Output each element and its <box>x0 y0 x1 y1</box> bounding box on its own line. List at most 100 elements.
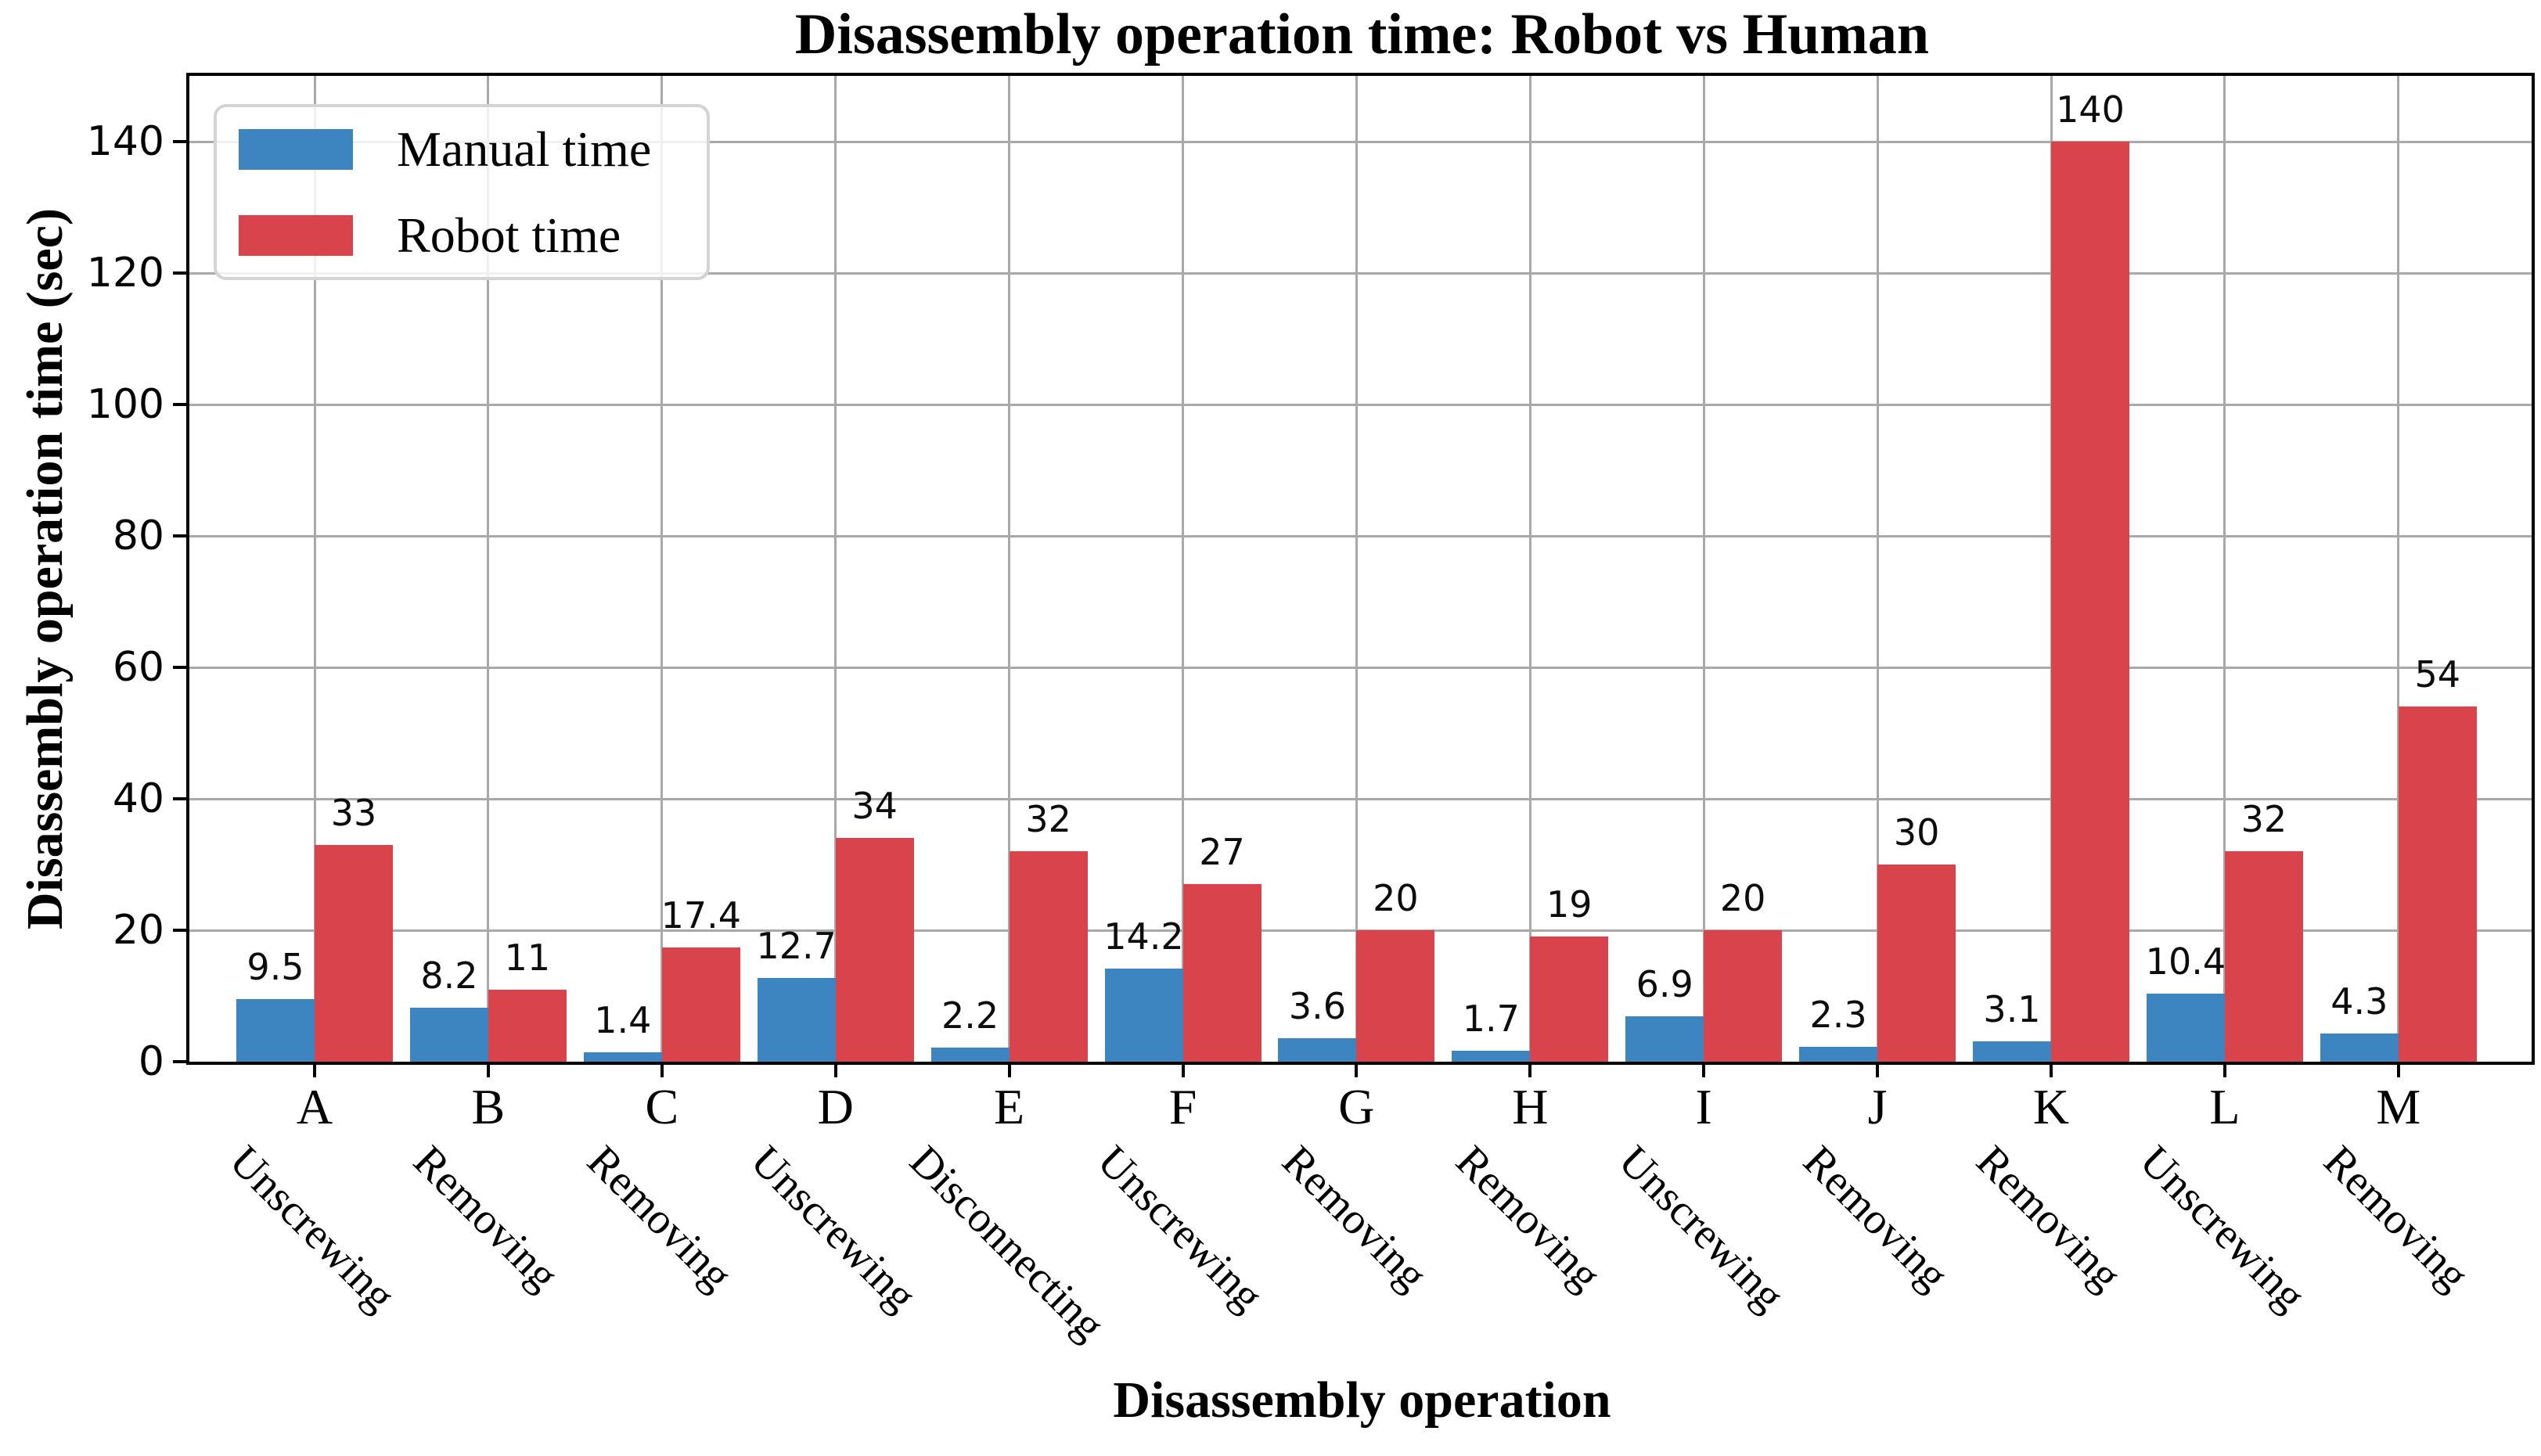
bar-value-label: 3.1 <box>1983 987 2041 1030</box>
bar-value-label: 19 <box>1546 883 1593 926</box>
x-tick-label: M <box>2376 1079 2421 1134</box>
y-axis-tick <box>173 140 186 143</box>
bar-value-label: 30 <box>1893 811 1940 854</box>
y-tick-label: 120 <box>86 250 164 297</box>
x-tick-label: B <box>471 1079 506 1134</box>
manual-time-bar <box>1104 968 1183 1062</box>
x-tick-label: A <box>296 1079 333 1134</box>
operation-label: Removing <box>1446 1136 1610 1300</box>
y-axis-tick <box>173 929 186 932</box>
x-tick-label: H <box>1512 1079 1549 1134</box>
robot-time-bar <box>1530 937 1609 1062</box>
x-axis-tick <box>313 1065 316 1077</box>
manual-time-bar <box>930 1047 1010 1062</box>
x-axis-tick <box>1702 1065 1706 1077</box>
operation-label: Unscrewing <box>741 1136 926 1321</box>
robot-time-bar <box>2224 851 2303 1062</box>
operation-label: Removing <box>578 1136 742 1300</box>
operation-label: Unscrewing <box>2130 1136 2315 1321</box>
x-gridline <box>660 76 664 1062</box>
bar-value-label: 54 <box>2414 653 2461 696</box>
bar-value-label: 140 <box>2056 88 2125 131</box>
manual-time-bar <box>409 1008 488 1062</box>
y-tick-label: 20 <box>112 907 164 954</box>
y-axis-tick <box>173 797 186 800</box>
x-gridline <box>2397 76 2400 1062</box>
y-tick-label: 40 <box>112 775 164 822</box>
bar-value-label: 1.7 <box>1462 997 1520 1040</box>
x-gridline <box>2223 76 2226 1062</box>
operation-label: Removing <box>404 1136 568 1300</box>
y-gridline <box>189 666 2532 669</box>
robot-time-bar <box>315 844 393 1062</box>
robot-time-bar <box>488 989 567 1062</box>
operation-label: Removing <box>1793 1136 1957 1300</box>
robot-time-swatch-icon <box>239 214 353 256</box>
y-axis-tick <box>173 271 186 275</box>
legend-row-robot: Robot time <box>239 210 707 261</box>
x-tick-label: J <box>1867 1079 1888 1134</box>
x-tick-label: F <box>1168 1079 1197 1134</box>
x-axis-tick <box>1528 1065 1532 1077</box>
bar-value-label: 17.4 <box>660 893 741 937</box>
bar-value-label: 14.2 <box>1103 915 1184 958</box>
manual-time-bar <box>1799 1046 1878 1062</box>
chart-title: Disassembly operation time: Robot vs Hum… <box>794 2 1930 67</box>
operation-label: Disconnecting <box>900 1136 1114 1350</box>
manual-time-bar <box>1278 1037 1357 1062</box>
plot-area: 9.5 33 8.2 11 1.4 17.4 12.7 34 2.2 32 14.2 27 3.6 20 1… <box>189 76 2532 1062</box>
x-gridline <box>1355 76 1358 1062</box>
x-tick-label: L <box>2209 1079 2240 1134</box>
x-tick-label: C <box>645 1079 679 1134</box>
robot-time-bar <box>1182 884 1262 1062</box>
bar-value-label: 27 <box>1199 831 1245 874</box>
x-tick-label: D <box>817 1079 854 1134</box>
x-gridline <box>1182 76 1184 1062</box>
manual-time-bar <box>1625 1016 1704 1062</box>
legend-row-manual: Manual time <box>239 124 707 174</box>
operation-label: Removing <box>1967 1136 2131 1300</box>
operation-label: Removing <box>2314 1136 2478 1300</box>
x-axis-tick <box>1355 1065 1359 1077</box>
x-axis-label: Disassembly operation <box>1113 1372 1611 1429</box>
y-axis-tick <box>173 1060 186 1063</box>
bar-value-label: 20 <box>1373 877 1419 919</box>
bar-value-label: 12.7 <box>756 925 837 968</box>
manual-time-bar <box>236 999 315 1062</box>
robot-time-bar <box>661 947 740 1062</box>
bar-value-label: 4.3 <box>2330 980 2388 1023</box>
operation-label: Unscrewing <box>1609 1136 1794 1321</box>
x-gridline <box>1008 76 1011 1062</box>
bar-value-label: 6.9 <box>1636 963 1693 1006</box>
x-axis-tick <box>1007 1065 1011 1077</box>
bar-value-label: 2.3 <box>1809 993 1867 1036</box>
bar-value-label: 33 <box>330 791 377 834</box>
y-tick-label: 80 <box>112 512 164 559</box>
manual-time-bar <box>757 978 836 1062</box>
robot-time-bar <box>1009 851 1088 1062</box>
x-axis-tick <box>833 1065 837 1077</box>
y-gridline <box>189 797 2532 800</box>
x-tick-label: K <box>2032 1079 2070 1134</box>
legend-label-manual: Manual time <box>397 120 652 177</box>
y-tick-label: 0 <box>138 1038 164 1085</box>
y-tick-label: 140 <box>86 118 164 165</box>
y-gridline <box>189 534 2532 537</box>
x-tick-label: E <box>994 1079 1025 1134</box>
x-gridline <box>487 76 490 1062</box>
operation-label: Removing <box>1272 1136 1437 1300</box>
manual-time-bar <box>583 1052 662 1062</box>
operation-label: Unscrewing <box>1088 1136 1273 1321</box>
x-tick-label: I <box>1695 1079 1712 1134</box>
x-tick-label: G <box>1338 1079 1375 1134</box>
x-axis-tick <box>2050 1065 2053 1077</box>
x-gridline <box>313 76 316 1062</box>
robot-time-bar <box>835 838 914 1062</box>
bar-value-label: 3.6 <box>1288 984 1346 1027</box>
bar-value-label: 11 <box>504 936 551 979</box>
manual-time-bar <box>2320 1033 2399 1062</box>
y-axis-tick <box>173 666 186 669</box>
robot-time-bar <box>1877 865 1956 1062</box>
bar-value-label: 32 <box>2240 798 2287 841</box>
